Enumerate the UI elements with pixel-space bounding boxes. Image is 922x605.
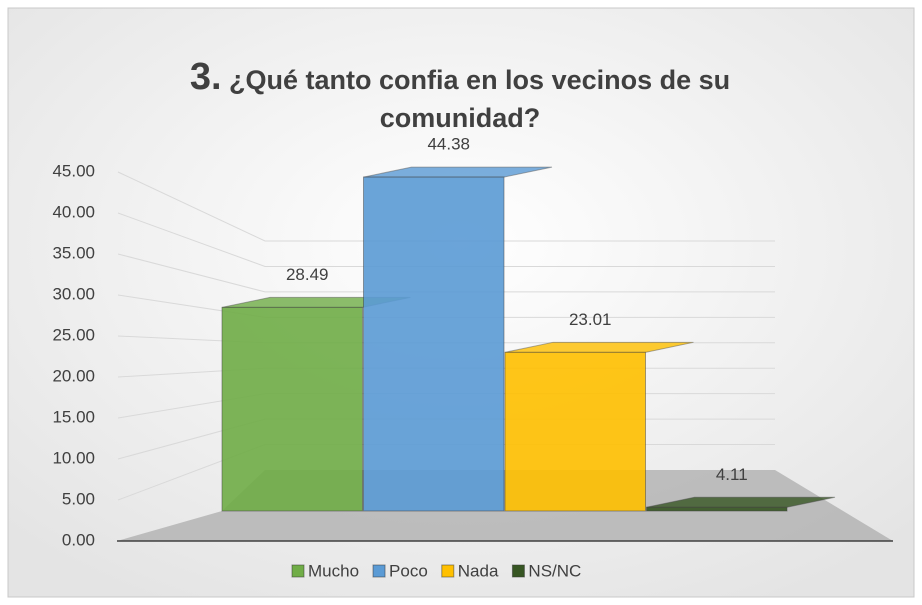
data-label: 28.49 <box>286 265 329 284</box>
y-tick-label: 15.00 <box>52 407 95 426</box>
legend-swatch <box>291 564 305 578</box>
legend-swatch <box>511 564 525 578</box>
y-tick-label: 5.00 <box>62 489 95 508</box>
data-label: 4.11 <box>716 465 748 484</box>
y-tick-label: 10.00 <box>52 448 95 467</box>
y-tick-label: 20.00 <box>52 366 95 385</box>
legend-label: NS/NC <box>528 561 581 580</box>
y-tick-label: 25.00 <box>52 325 95 344</box>
y-tick-label: 35.00 <box>52 243 95 262</box>
grid-line <box>117 253 775 293</box>
y-tick-label: 0.00 <box>62 530 95 549</box>
bar <box>504 351 646 512</box>
legend-label: Nada <box>458 561 499 580</box>
bar <box>646 506 788 512</box>
legend-swatch <box>441 564 455 578</box>
legend-label: Mucho <box>308 561 359 580</box>
chart-title: 3. ¿Qué tanto confia en los vecinos de s… <box>120 58 800 137</box>
grid-line <box>117 212 775 267</box>
title-number: 3. <box>189 56 222 98</box>
grid-line <box>117 171 775 242</box>
legend-swatch <box>372 564 386 578</box>
title-text: ¿Qué tanto confia en los vecinos de su c… <box>229 65 731 133</box>
data-label: 44.38 <box>427 135 470 154</box>
y-tick-label: 30.00 <box>52 284 95 303</box>
y-tick-label: 45.00 <box>52 161 95 180</box>
bar <box>221 306 363 512</box>
y-tick-label: 40.00 <box>52 202 95 221</box>
legend-label: Poco <box>389 561 428 580</box>
bar <box>363 176 505 512</box>
data-label: 23.01 <box>569 310 612 329</box>
